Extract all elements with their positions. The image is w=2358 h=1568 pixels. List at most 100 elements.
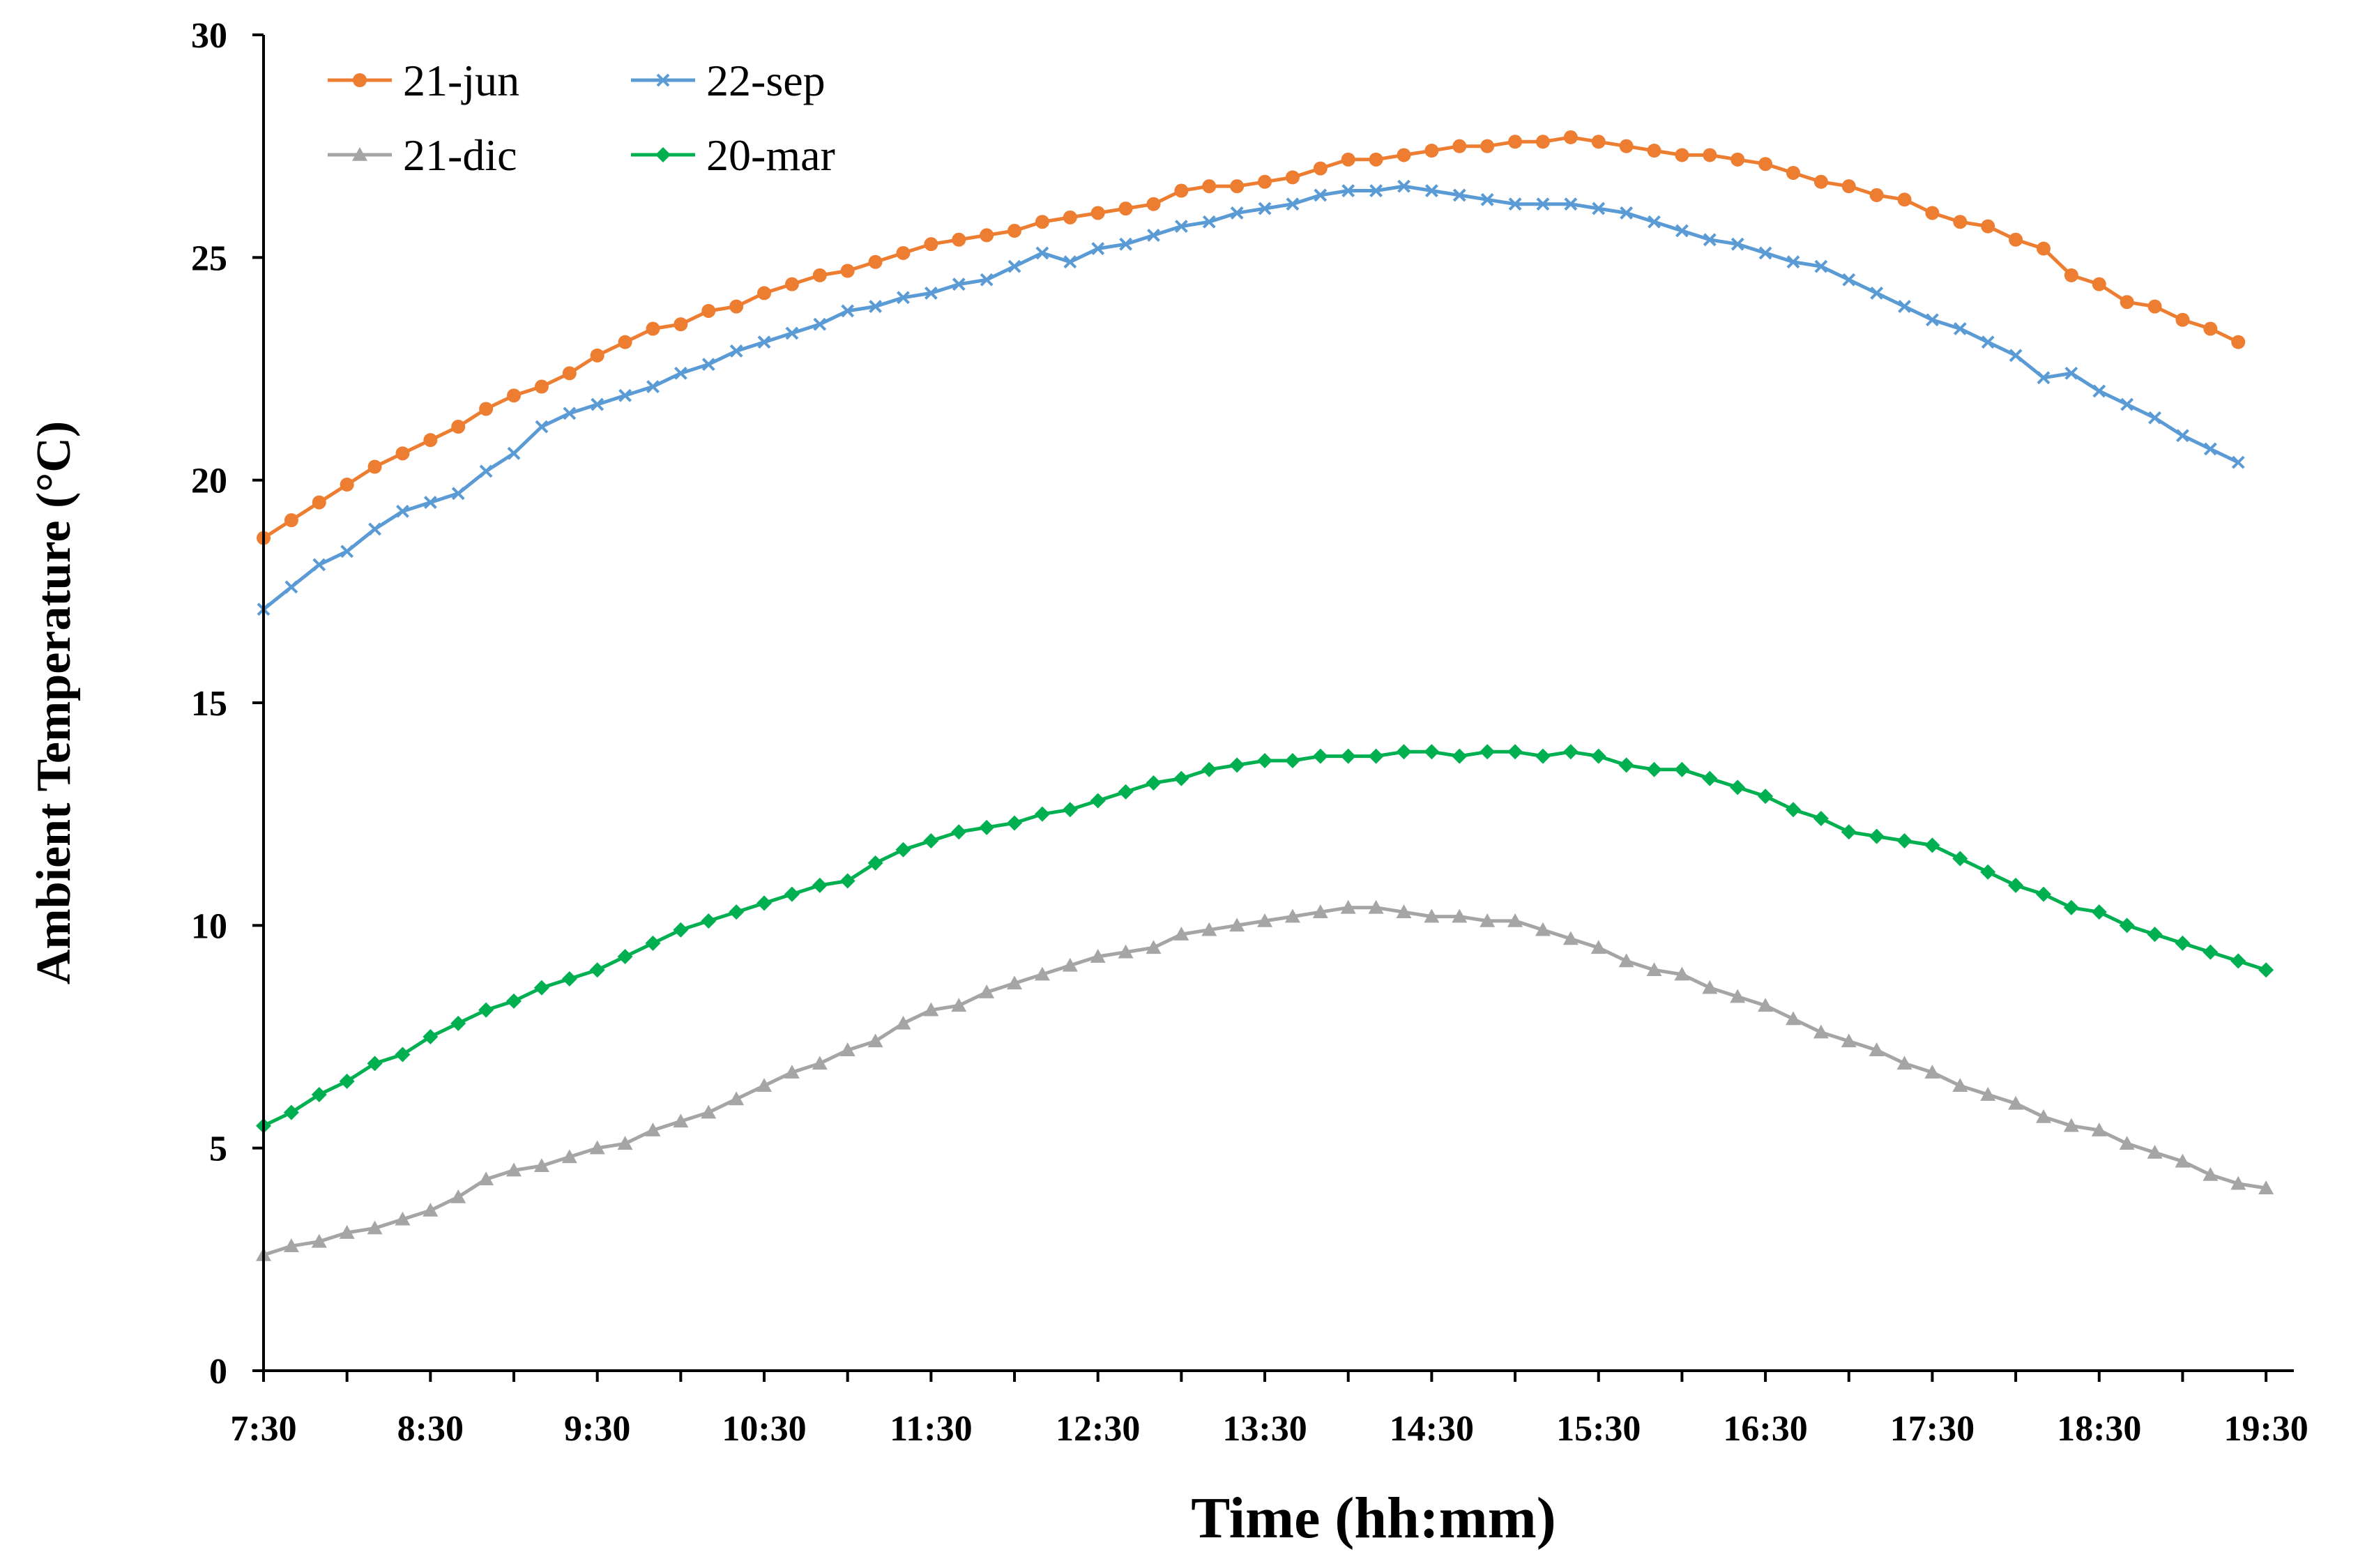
data-point bbox=[1480, 192, 1494, 206]
data-point bbox=[1758, 789, 1774, 805]
data-point bbox=[1674, 966, 1690, 981]
x-axis-ticks: 7:30 8:30 9:30 10:30 11:30 12:30 13:30 14:30 15:… bbox=[230, 1371, 2308, 1449]
data-point bbox=[2230, 953, 2246, 969]
data-point bbox=[897, 291, 910, 305]
data-point bbox=[2231, 455, 2245, 469]
data-point bbox=[2148, 411, 2161, 425]
data-point bbox=[923, 832, 939, 848]
data-point bbox=[1898, 300, 1911, 314]
legend-label: 20-mar bbox=[706, 130, 835, 180]
data-point bbox=[2036, 241, 2051, 256]
y-tick-label: 30 bbox=[191, 16, 227, 56]
data-point bbox=[1284, 908, 1300, 923]
data-point bbox=[1090, 793, 1106, 809]
data-point bbox=[2035, 886, 2051, 902]
data-point bbox=[1090, 949, 1106, 963]
data-point bbox=[979, 984, 995, 998]
data-point bbox=[561, 1149, 577, 1164]
data-point bbox=[1758, 157, 1773, 172]
series-22-sep bbox=[257, 179, 2245, 616]
data-point bbox=[1118, 944, 1134, 959]
data-point bbox=[1146, 197, 1161, 211]
data-point bbox=[451, 487, 465, 501]
data-point bbox=[506, 1162, 522, 1177]
data-point bbox=[312, 495, 326, 510]
data-point bbox=[1870, 287, 1884, 300]
data-point bbox=[1119, 237, 1133, 251]
data-point bbox=[756, 1078, 773, 1093]
plot-series bbox=[256, 130, 2274, 1261]
x-tick-label: 8:30 bbox=[397, 1409, 464, 1449]
data-point bbox=[423, 1203, 439, 1217]
data-point bbox=[1480, 139, 1495, 153]
data-point bbox=[1926, 313, 1939, 327]
data-point bbox=[283, 1104, 299, 1120]
data-point bbox=[1062, 802, 1078, 818]
data-point bbox=[869, 300, 883, 314]
data-point bbox=[1312, 904, 1328, 918]
data-point bbox=[591, 397, 604, 411]
data-point bbox=[312, 558, 326, 572]
y-tick-label: 20 bbox=[191, 462, 227, 501]
data-point bbox=[1035, 215, 1049, 229]
data-point bbox=[284, 580, 298, 594]
series-line bbox=[262, 749, 2267, 1127]
data-point bbox=[1841, 1033, 1857, 1048]
data-point bbox=[1786, 165, 1800, 180]
data-point bbox=[2009, 232, 2023, 247]
data-point bbox=[1813, 1024, 1829, 1039]
legend: 21-jun 22-sep 21-dic 20-mar bbox=[328, 56, 835, 180]
data-point bbox=[784, 1065, 800, 1079]
data-point bbox=[1508, 197, 1522, 211]
data-point bbox=[784, 277, 799, 291]
data-point bbox=[535, 420, 549, 434]
data-point bbox=[1035, 246, 1049, 260]
data-point bbox=[1953, 322, 1967, 335]
data-point bbox=[1285, 170, 1300, 185]
data-point bbox=[2147, 927, 2163, 943]
data-point bbox=[2258, 962, 2274, 978]
data-point bbox=[368, 522, 381, 536]
data-point bbox=[367, 459, 382, 474]
data-point bbox=[1980, 864, 1996, 880]
data-point bbox=[1869, 1042, 1885, 1056]
data-point bbox=[1953, 215, 1968, 229]
data-point bbox=[1507, 913, 1523, 927]
data-point bbox=[311, 1087, 327, 1103]
data-point bbox=[339, 1073, 355, 1089]
data-point bbox=[340, 478, 354, 492]
data-point bbox=[1535, 922, 1551, 936]
data-point bbox=[1896, 832, 1912, 848]
data-point bbox=[562, 366, 577, 381]
data-point bbox=[339, 1225, 355, 1239]
series-line bbox=[262, 135, 2239, 540]
data-point bbox=[589, 962, 605, 978]
data-point bbox=[2119, 1136, 2135, 1150]
data-point bbox=[2231, 335, 2246, 349]
data-point bbox=[701, 358, 715, 372]
data-point bbox=[2176, 429, 2189, 443]
x-axis-title: Time (hh:mm) bbox=[1191, 1486, 1555, 1551]
data-point bbox=[2037, 371, 2051, 385]
data-point bbox=[840, 264, 855, 278]
data-point bbox=[1620, 206, 1634, 220]
data-point bbox=[1257, 753, 1273, 769]
data-point bbox=[1562, 744, 1579, 760]
data-point bbox=[2203, 321, 2218, 336]
data-point bbox=[2091, 1122, 2107, 1136]
x-tick-label: 7:30 bbox=[230, 1409, 296, 1449]
series-line bbox=[262, 184, 2239, 611]
data-point bbox=[674, 366, 687, 380]
data-point bbox=[812, 877, 828, 893]
data-point bbox=[785, 326, 799, 340]
data-point bbox=[951, 824, 967, 840]
data-point bbox=[1563, 130, 1578, 144]
data-point bbox=[1202, 215, 1216, 229]
data-point bbox=[1230, 206, 1244, 220]
data-point bbox=[1452, 188, 1466, 202]
data-point bbox=[1618, 953, 1634, 968]
data-point bbox=[1564, 197, 1578, 211]
data-point bbox=[756, 895, 773, 911]
data-point bbox=[2064, 268, 2078, 282]
x-tick-label: 15:30 bbox=[1556, 1409, 1641, 1449]
